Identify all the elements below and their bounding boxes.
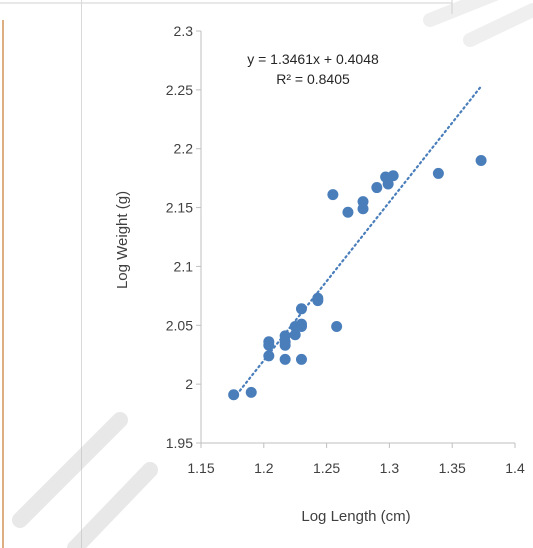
data-point	[295, 318, 307, 330]
data-point	[342, 206, 354, 218]
data-point	[382, 178, 394, 190]
y-tick-label: 2.2	[174, 141, 194, 157]
x-axis-title: Log Length (cm)	[301, 508, 410, 525]
data-point	[371, 182, 383, 194]
x-tick-label: 1.4	[505, 460, 525, 476]
y-tick-label: 2.05	[166, 317, 193, 333]
x-tick-label: 1.35	[439, 460, 466, 476]
r-squared-label: R² = 0.8405	[276, 71, 350, 87]
trendline-equation: y = 1.3461x + 0.4048	[247, 51, 379, 67]
y-tick-label: 2	[185, 376, 193, 392]
x-axis: 1.15 1.2 1.25 1.3 1.35 1.4	[187, 442, 525, 476]
data-point	[279, 353, 291, 365]
data-point	[263, 350, 275, 362]
data-point	[312, 292, 324, 304]
data-point	[289, 329, 301, 341]
trendline-path	[232, 85, 483, 400]
x-tick-label: 1.3	[380, 460, 400, 476]
trendline	[232, 85, 483, 400]
data-point	[327, 189, 339, 201]
y-tick-label: 2.1	[174, 258, 194, 274]
y-axis: 1.95 2 2.05 2.1 2.15 2.2 2.25 2.3	[166, 23, 202, 451]
data-point	[295, 303, 307, 315]
data-point	[279, 330, 291, 342]
data-point	[331, 320, 343, 332]
data-points	[228, 154, 487, 401]
data-point	[357, 196, 369, 208]
data-point	[432, 167, 444, 179]
data-point	[263, 336, 275, 348]
y-tick-label: 2.3	[174, 23, 194, 39]
data-point	[245, 386, 257, 398]
x-tick-label: 1.2	[254, 460, 274, 476]
y-tick-label: 2.25	[166, 82, 193, 98]
y-axis-title: Log Weight (g)	[114, 191, 131, 289]
y-tick-label: 2.15	[166, 200, 193, 216]
x-tick-label: 1.15	[187, 460, 214, 476]
data-point	[295, 353, 307, 365]
data-point	[475, 154, 487, 166]
watermark	[12, 0, 533, 548]
x-tick-label: 1.25	[313, 460, 340, 476]
data-point	[228, 389, 240, 401]
y-tick-label: 1.95	[166, 435, 193, 451]
data-point	[387, 170, 399, 182]
